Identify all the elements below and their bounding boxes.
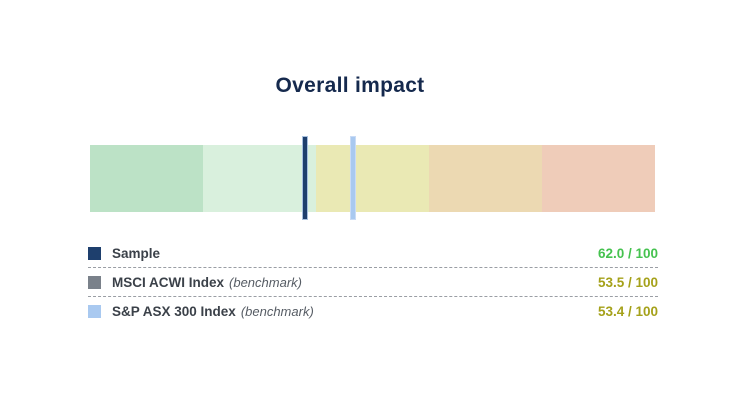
legend: Sample 62.0 / 100 MSCI ACWI Index (bench… <box>88 239 658 325</box>
sp-asx-300-marker <box>350 136 357 220</box>
legend-label-sample: Sample <box>112 245 161 261</box>
legend-qualifier-msci-acwi: (benchmark) <box>229 274 302 290</box>
legend-value-sample: 62.0 / 100 <box>597 245 658 261</box>
legend-value-sp-asx-300: 53.4 / 100 <box>597 303 658 319</box>
legend-row-sp-asx-300: S&P ASX 300 Index (benchmark) 53.4 / 100 <box>88 296 658 325</box>
sample-swatch-icon <box>88 246 101 260</box>
chart-title: Overall impact <box>275 74 425 97</box>
gauge-band-green <box>90 145 203 212</box>
legend-entry: S&P ASX 300 Index (benchmark) <box>88 304 314 319</box>
legend-entry: MSCI ACWI Index (benchmark) <box>88 275 302 290</box>
legend-label-msci-acwi: MSCI ACWI Index <box>112 274 225 290</box>
sample-marker <box>301 136 308 220</box>
sp-asx-300-swatch-icon <box>88 304 101 318</box>
gauge-band-tan <box>429 145 542 212</box>
legend-row-msci-acwi: MSCI ACWI Index (benchmark) 53.5 / 100 <box>88 267 658 296</box>
legend-entry: Sample <box>88 246 165 261</box>
impact-gauge-bar <box>90 136 655 220</box>
msci-acwi-swatch-icon <box>88 275 101 289</box>
legend-qualifier-sp-asx-300: (benchmark) <box>240 303 314 319</box>
legend-row-sample: Sample 62.0 / 100 <box>88 239 658 267</box>
gauge-band-yellow <box>316 145 429 212</box>
gauge-band-salmon <box>542 145 655 212</box>
legend-label-sp-asx-300: S&P ASX 300 Index <box>112 303 236 319</box>
gauge-band-light-green <box>203 145 316 212</box>
legend-value-msci-acwi: 53.5 / 100 <box>597 274 658 290</box>
